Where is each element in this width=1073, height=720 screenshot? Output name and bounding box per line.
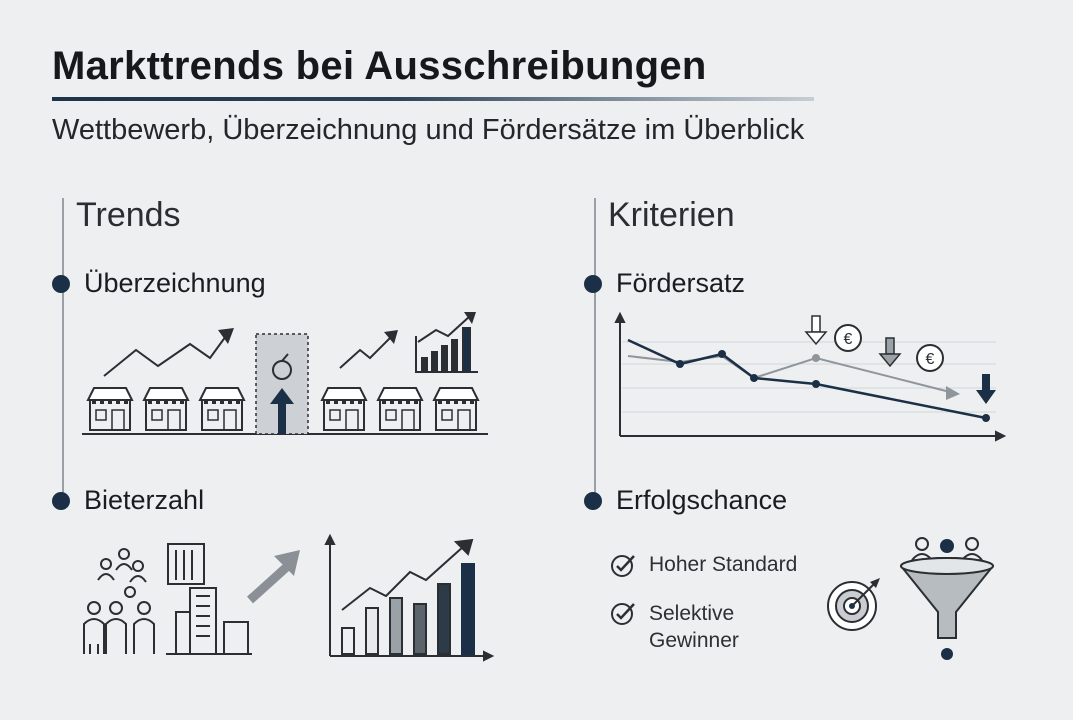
series-navy-line [627,338,990,422]
check-circle-icon [611,555,635,577]
building-icon [166,543,252,655]
page-title: Markttrends bei Ausschreibungen [52,44,707,88]
down-arrow-icon [804,315,828,346]
up-right-arrow-icon [246,550,300,604]
shop-icon [198,387,246,431]
trends-heading: Trends [76,196,181,234]
funding-rate-chart: € € [614,311,1007,442]
shop-icon [86,387,134,431]
euro-coin-icon: € [834,324,862,352]
trend-arrow-icon [103,335,227,377]
title-underline [52,97,814,101]
shop-icon [376,387,424,431]
people-icon [83,586,155,654]
shop-icon [320,387,368,431]
label-bieterzahl: Bieterzahl [84,485,205,515]
trends-timeline-line [62,198,64,498]
chart-axes [614,311,1007,442]
shop-icon [432,387,480,431]
target-icon [827,578,880,631]
label-ueberzeichnung: Überzeichnung [84,268,266,298]
down-arrow-icon [878,337,902,368]
check-circle-icon [611,603,635,625]
kriterien-heading: Kriterien [608,196,735,234]
timeline-dot [584,492,602,510]
mini-bar-chart-icon [415,312,478,373]
funnel-icon [900,537,994,660]
highlight-growth-icon [255,333,309,435]
label-erfolgschance: Erfolgschance [616,485,788,515]
checklist-item-hoher-standard: Hoher Standard [649,553,798,576]
label-foerdersatz: Fördersatz [616,268,746,298]
growth-bar-chart-icon [324,533,495,662]
checklist-item-selektive: Selektive Gewinner [649,602,739,652]
trend-arrow-icon [339,335,393,369]
page-subtitle: Wettbewerb, Überzeichnung und Fördersätz… [52,114,805,146]
people-group-icon [97,548,147,583]
svg-text:€: € [844,331,853,348]
timeline-dot [584,275,602,293]
shop-icon [142,387,190,431]
oversubscription-illustration [82,312,488,435]
timeline-dot [52,275,70,293]
down-arrow-icon [976,374,996,404]
svg-text:€: € [926,351,935,368]
kriterien-timeline-line [594,198,596,498]
bidder-count-illustration [83,533,495,662]
euro-coin-icon: € [916,344,944,372]
timeline-dot [52,492,70,510]
